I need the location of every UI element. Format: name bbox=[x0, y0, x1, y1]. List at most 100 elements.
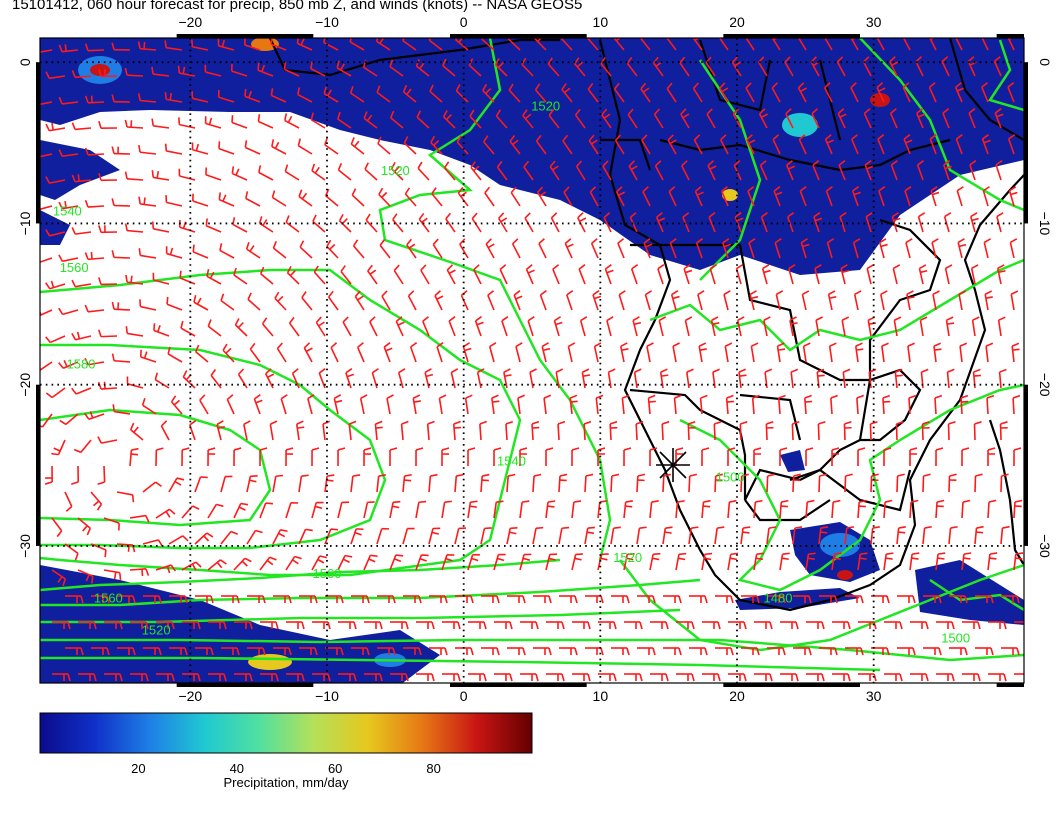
wind-barb bbox=[126, 376, 144, 389]
wind-barb bbox=[204, 64, 222, 77]
wind-barb bbox=[484, 186, 495, 207]
wind-barb bbox=[954, 82, 964, 103]
wind-barb bbox=[611, 647, 630, 656]
wind-barb bbox=[383, 342, 393, 363]
wind-barb bbox=[151, 118, 170, 129]
wind-barb bbox=[919, 316, 928, 337]
lat-tick-label-left: 0 bbox=[17, 58, 33, 66]
wind-barb bbox=[892, 264, 901, 285]
wind-barb bbox=[857, 552, 868, 571]
wind-barb bbox=[151, 170, 170, 181]
wind-barb bbox=[761, 264, 771, 285]
wind-barb bbox=[415, 447, 424, 467]
frame-bar-left bbox=[36, 62, 40, 224]
wind-barb bbox=[902, 82, 911, 103]
wind-barb bbox=[169, 647, 188, 656]
wind-barb bbox=[328, 290, 339, 311]
wind-barb bbox=[806, 621, 825, 630]
wind-barb bbox=[231, 115, 248, 129]
wind-barb bbox=[138, 196, 157, 207]
wind-barb bbox=[168, 535, 189, 545]
wind-barb bbox=[689, 595, 708, 604]
wind-barb bbox=[117, 647, 136, 656]
wind-barb bbox=[312, 214, 326, 233]
contour-label: 1500 bbox=[716, 469, 745, 484]
wind-barb bbox=[961, 447, 970, 467]
wind-barb bbox=[819, 595, 838, 604]
precip-field bbox=[40, 38, 1024, 683]
wind-barb bbox=[611, 595, 630, 604]
wind-barb bbox=[858, 621, 877, 630]
wind-barb bbox=[58, 96, 79, 105]
wind-barb bbox=[286, 621, 305, 630]
wind-barb bbox=[337, 111, 352, 129]
wind-barb bbox=[550, 212, 560, 233]
wind-barb bbox=[996, 212, 1004, 233]
wind-barb bbox=[1013, 499, 1023, 519]
wind-barb bbox=[470, 161, 482, 181]
wind-barb bbox=[104, 673, 123, 682]
wind-barb bbox=[650, 673, 669, 682]
wind-barb bbox=[338, 214, 352, 233]
wind-barb bbox=[45, 280, 66, 290]
wind-barb bbox=[272, 529, 288, 545]
wind-barb bbox=[364, 621, 383, 630]
wind-barb bbox=[386, 394, 394, 415]
wind-barb bbox=[153, 323, 170, 337]
wind-barb bbox=[97, 329, 118, 338]
wind-barb bbox=[192, 193, 209, 207]
wind-barb bbox=[311, 555, 327, 571]
wind-barb bbox=[291, 368, 300, 389]
wind-barb bbox=[493, 553, 506, 571]
wind-barb bbox=[45, 122, 66, 132]
wind-barb bbox=[998, 368, 1007, 389]
wind-barb bbox=[825, 186, 833, 207]
wind-barb bbox=[527, 316, 535, 337]
wind-barb bbox=[233, 502, 249, 519]
madagascar bbox=[988, 419, 1024, 566]
wind-barb bbox=[922, 525, 932, 545]
wind-barb bbox=[747, 186, 755, 207]
wind-barb bbox=[415, 554, 429, 571]
wind-barb bbox=[982, 186, 990, 207]
wind-barb bbox=[312, 621, 331, 630]
wind-barb bbox=[624, 621, 643, 630]
wind-barb bbox=[452, 420, 462, 441]
wind-barb bbox=[272, 241, 287, 259]
wind-barb bbox=[786, 160, 796, 181]
wind-barb bbox=[710, 316, 720, 337]
wind-barb bbox=[579, 316, 588, 337]
wind-barb bbox=[441, 500, 452, 519]
wind-barb bbox=[545, 553, 558, 571]
wind-barb bbox=[283, 62, 300, 77]
wind-barb bbox=[230, 63, 248, 77]
wind-barb bbox=[65, 647, 84, 656]
wind-barb bbox=[632, 316, 642, 337]
precip-southern-band bbox=[40, 565, 440, 683]
wind-barb bbox=[758, 108, 769, 129]
wind-barb bbox=[974, 525, 984, 545]
wind-barb bbox=[168, 477, 185, 493]
wind-barb bbox=[987, 552, 998, 571]
wind-barb bbox=[851, 186, 861, 207]
contour-label: 1580 bbox=[67, 357, 96, 372]
wind-barb bbox=[501, 316, 509, 337]
wind-barb bbox=[363, 501, 375, 519]
wind-barb bbox=[400, 420, 409, 441]
wind-barb bbox=[725, 394, 735, 415]
wind-barb bbox=[884, 621, 903, 630]
wind-barb bbox=[723, 290, 731, 311]
wind-barb bbox=[904, 186, 912, 207]
wind-barb bbox=[205, 167, 222, 181]
wind-barb bbox=[549, 160, 560, 181]
wind-barb bbox=[98, 277, 118, 286]
wind-barb bbox=[818, 473, 827, 493]
wind-barb bbox=[958, 290, 966, 311]
wind-barb bbox=[560, 38, 573, 51]
wind-barb bbox=[663, 647, 682, 656]
wind-barb bbox=[679, 56, 690, 77]
wind-barb bbox=[785, 108, 794, 129]
wind-barb bbox=[77, 517, 92, 536]
wind-barb bbox=[590, 238, 599, 259]
wind-barb bbox=[337, 554, 353, 571]
